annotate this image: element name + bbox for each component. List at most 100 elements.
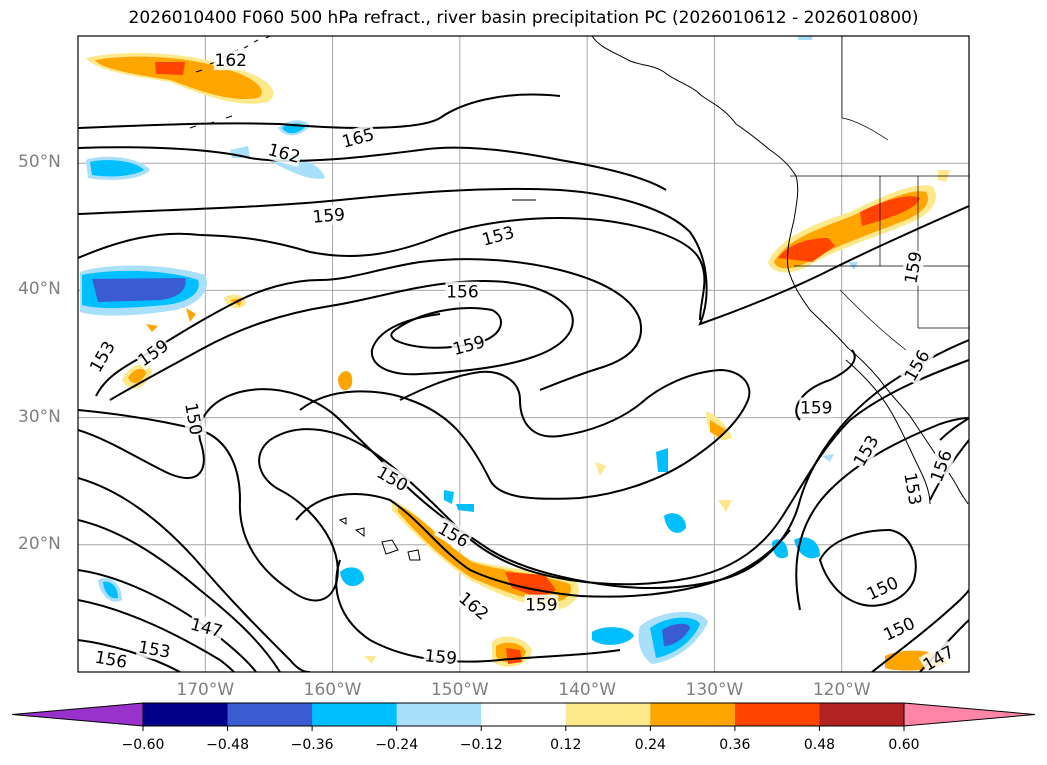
precip-region bbox=[718, 500, 732, 512]
precip-region bbox=[338, 371, 353, 391]
contour-line bbox=[78, 519, 281, 672]
precip-region bbox=[92, 278, 186, 302]
colorbar-segment bbox=[650, 703, 736, 726]
contour-label: 147 bbox=[187, 613, 226, 642]
contour-line bbox=[78, 216, 706, 321]
precip-region bbox=[656, 448, 668, 472]
precip-region bbox=[662, 623, 690, 646]
precip-region bbox=[146, 308, 196, 332]
contour-line bbox=[78, 187, 969, 326]
contour-label-text: 159 bbox=[525, 596, 557, 616]
contour-label-text: 159 bbox=[312, 205, 346, 228]
contour-line bbox=[78, 146, 667, 191]
contour-label-background bbox=[799, 397, 834, 418]
precip-region bbox=[444, 490, 474, 512]
colorbar-segment bbox=[143, 703, 229, 726]
contour-line bbox=[299, 368, 751, 500]
colorbar-segment bbox=[819, 703, 905, 726]
contour-label-background bbox=[433, 517, 474, 552]
north-america-coastline bbox=[591, 36, 969, 505]
contour-label: 159 bbox=[422, 645, 459, 669]
latitude-label: 40°N bbox=[18, 279, 61, 300]
contour-label: 156 bbox=[445, 281, 480, 303]
contour-label-background bbox=[372, 461, 413, 496]
precip-region bbox=[592, 627, 634, 645]
colorbar-tick-label: −0.48 bbox=[206, 737, 249, 753]
contour-label-background bbox=[445, 281, 480, 302]
colorbar-extend-low bbox=[11, 702, 144, 727]
contour-label-background bbox=[339, 123, 378, 152]
contour-label-background bbox=[899, 345, 934, 386]
precip-region bbox=[778, 196, 920, 262]
longitude-label: 130°W bbox=[685, 680, 744, 700]
contour-line bbox=[795, 349, 856, 421]
contour-line bbox=[78, 599, 235, 672]
colorbar-tick-label: 0.12 bbox=[550, 737, 582, 753]
contour-line bbox=[871, 589, 969, 672]
contour-label: 150 bbox=[180, 400, 207, 438]
precip-region bbox=[506, 648, 522, 664]
contour-label: 159 bbox=[310, 203, 347, 228]
contour-line bbox=[939, 417, 969, 441]
colorbar-tick-label: 0.48 bbox=[803, 737, 836, 753]
contour-line bbox=[818, 528, 917, 607]
contour-line bbox=[78, 339, 969, 590]
contour-label: 156 bbox=[92, 646, 130, 673]
longitude-label: 140°W bbox=[558, 680, 617, 700]
colorbar-tick-label: −0.60 bbox=[121, 737, 165, 753]
contour-label-background bbox=[449, 331, 488, 360]
contour-label-text: 159 bbox=[800, 398, 832, 418]
contour-label-background bbox=[187, 613, 226, 642]
contour-line bbox=[295, 493, 791, 598]
colorbar-tick-label: 0.60 bbox=[888, 737, 920, 753]
precip-region bbox=[128, 368, 146, 384]
contour-line bbox=[78, 359, 969, 602]
colorbar-segment bbox=[734, 703, 820, 726]
contour-label-text: 159 bbox=[424, 646, 458, 669]
colorbar-tick-label: −0.36 bbox=[290, 737, 334, 753]
precip-region bbox=[340, 567, 364, 587]
map-title: 2026010400 F060 500 hPa refract., river … bbox=[128, 8, 919, 28]
contour-label: 162 bbox=[213, 50, 248, 71]
contour-label-background bbox=[133, 334, 173, 371]
island bbox=[338, 517, 421, 561]
contour-label-background bbox=[310, 203, 347, 227]
precipitation-shading bbox=[80, 36, 950, 671]
contour-line bbox=[95, 258, 643, 397]
contour-label-background bbox=[479, 221, 518, 250]
longitude-label: 150°W bbox=[430, 680, 489, 700]
contour-label-background bbox=[265, 138, 304, 168]
contour-label-background bbox=[85, 336, 120, 377]
colorbar-tick-label: 0.24 bbox=[634, 737, 666, 753]
contour-label-background bbox=[422, 645, 459, 669]
contour-line bbox=[109, 280, 574, 401]
contour-label-background bbox=[454, 587, 494, 625]
precip-region bbox=[155, 62, 185, 75]
precip-region bbox=[772, 539, 788, 559]
precip-region bbox=[90, 160, 144, 177]
colorbar-segment bbox=[396, 703, 482, 726]
contour-label: 159 bbox=[524, 594, 559, 616]
latitude-label: 50°N bbox=[18, 152, 61, 173]
map-frame bbox=[77, 35, 970, 673]
contour-label-background bbox=[900, 249, 926, 286]
colorbar-segment bbox=[565, 703, 651, 726]
height-contours bbox=[78, 93, 969, 672]
precip-region bbox=[664, 513, 686, 533]
precip-region bbox=[822, 454, 834, 462]
colorbar-segment bbox=[481, 703, 567, 726]
colorbar-tick-label: 0.36 bbox=[719, 737, 751, 753]
contour-label-text: 156 bbox=[446, 283, 478, 303]
precip-region bbox=[710, 420, 726, 438]
contour-label-background bbox=[918, 640, 959, 676]
contour-label-background bbox=[879, 612, 919, 645]
baja-california bbox=[845, 359, 931, 505]
longitude-label: 160°W bbox=[303, 680, 362, 700]
contour-label-text: 162 bbox=[215, 51, 247, 71]
contour-label-background bbox=[862, 571, 903, 605]
contour-label-background bbox=[524, 594, 559, 615]
latitude-label: 20°N bbox=[18, 533, 61, 554]
contour-label-background bbox=[92, 646, 130, 673]
